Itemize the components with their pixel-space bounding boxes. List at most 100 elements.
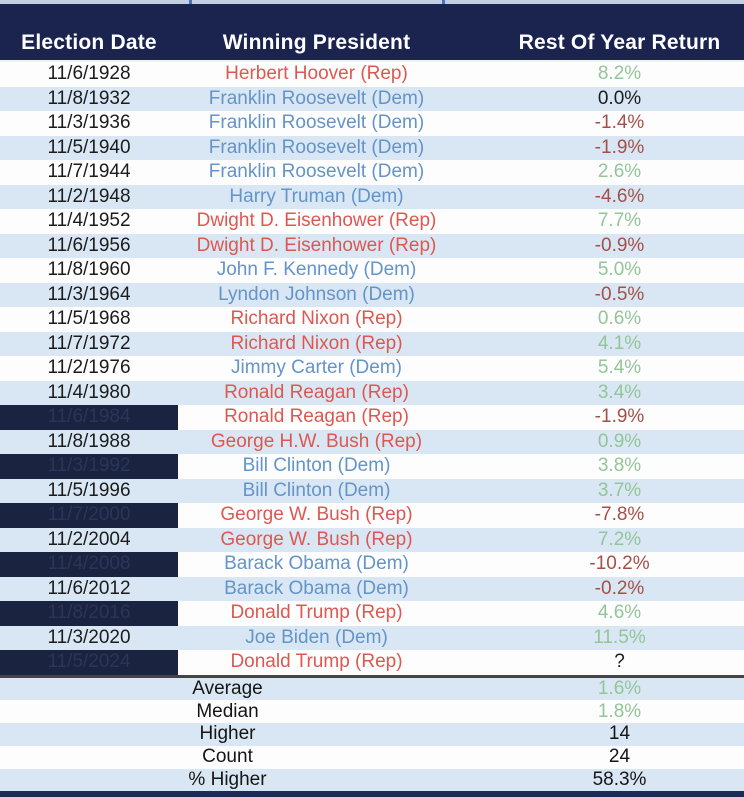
summary-value-cell: 1.8% [455,700,744,723]
election-date-cell: 11/2/2004 [0,528,178,553]
winning-president: Lyndon Johnson (Dem) [218,283,415,305]
election-date-cell: 11/6/2012 [0,577,178,602]
winning-president: Joe Biden (Dem) [245,626,388,648]
election-date: 11/5/1940 [47,136,131,158]
summary-value: 58.3% [592,769,647,791]
redacted-election-date-cell: 11/4/2008 [0,552,178,577]
table-row: 11/4/2008 Barack Obama (Dem) -10.2% [0,552,744,577]
election-date-cell: 11/7/1972 [0,332,178,357]
winning-president: George W. Bush (Rep) [220,528,413,550]
redacted-election-date-cell: 11/3/1992 [0,454,178,479]
table-row: 11/3/2020 Joe Biden (Dem) 11.5% [0,625,744,651]
table-row: 11/4/1980 Ronald Reagan (Rep) 3.4% [0,380,744,406]
election-date-cell: 11/8/1932 [0,87,178,112]
top-strip [0,0,744,4]
election-date-cell: 11/5/1996 [0,479,178,504]
table-row: 11/3/1992 Bill Clinton (Dem) 3.8% [0,454,744,479]
summary-label-cell: Higher [0,723,455,746]
rest-of-year-return-cell: 3.8% [455,454,744,479]
winning-president-cell: Franklin Roosevelt (Dem) [178,160,455,185]
winning-president-cell: Bill Clinton (Dem) [178,479,455,504]
table-header-row: Election Date Winning President Rest Of … [0,4,744,62]
column-header-winning-president: Winning President [222,31,411,54]
rest-of-year-return: 3.8% [597,455,642,477]
rest-of-year-return: -1.9% [594,136,645,158]
winning-president: Jimmy Carter (Dem) [231,357,402,379]
rest-of-year-return: 4.6% [597,602,642,624]
election-date-cell: 11/8/1988 [0,430,178,455]
table-row: 11/7/1944 Franklin Roosevelt (Dem) 2.6% [0,160,744,185]
rest-of-year-return-cell: -0.9% [455,234,744,259]
election-date: 11/8/2016 [47,602,131,624]
summary-row: Count 24 [0,745,744,769]
winning-president: Donald Trump (Rep) [230,651,403,673]
rest-of-year-return: 5.4% [597,357,642,379]
winning-president: Harry Truman (Dem) [229,185,404,207]
redacted-election-date-cell: 11/7/2000 [0,503,178,528]
table-row: 11/6/1956 Dwight D. Eisenhower (Rep) -0.… [0,233,744,259]
election-date-cell: 11/3/1964 [0,283,178,308]
table-row: 11/2/2004 George W. Bush (Rep) 7.2% [0,527,744,553]
summary-label-cell: % Higher [0,769,455,792]
election-date-cell: 11/6/1956 [0,234,178,259]
rest-of-year-return: 3.7% [597,479,642,501]
election-date: 11/5/1996 [47,479,131,501]
winning-president: John F. Kennedy (Dem) [216,259,417,281]
rest-of-year-return-cell: 5.4% [455,356,744,381]
column-header-election-date: Election Date [21,31,157,54]
rest-of-year-return-cell: -1.9% [455,136,744,161]
summary-row: Higher 14 [0,723,744,746]
winning-president-cell: Joe Biden (Dem) [178,626,455,651]
winning-president-cell: Richard Nixon (Rep) [178,307,455,332]
winning-president: Dwight D. Eisenhower (Rep) [196,210,437,232]
redacted-election-date-cell: 11/5/2024 [0,650,178,675]
summary-value: 24 [608,746,631,768]
table-row: 11/2/1948 Harry Truman (Dem) -4.6% [0,184,744,209]
rest-of-year-return: 3.4% [597,381,642,403]
table-row: 11/3/1964 Lyndon Johnson (Dem) -0.5% [0,282,744,308]
election-date: 11/3/1964 [47,283,131,305]
election-date: 11/6/1928 [47,63,131,85]
summary-label: Median [196,700,259,722]
table-row: 11/6/2012 Barack Obama (Dem) -0.2% [0,576,744,602]
election-date-cell: 11/3/2020 [0,626,178,651]
winning-president-cell: Dwight D. Eisenhower (Rep) [178,209,455,234]
winning-president-cell: George W. Bush (Rep) [178,503,455,528]
summary-label: Average [192,677,263,699]
winning-president: George W. Bush (Rep) [220,504,413,526]
election-date: 11/4/1952 [47,210,131,232]
table-row: 11/4/1952 Dwight D. Eisenhower (Rep) 7.7… [0,209,744,234]
rest-of-year-return: -7.8% [594,504,645,526]
redacted-election-date-cell: 11/6/1984 [0,405,178,430]
winning-president-cell: Franklin Roosevelt (Dem) [178,136,455,161]
rest-of-year-return-cell: 0.0% [455,87,744,112]
winning-president-cell: Barack Obama (Dem) [178,577,455,602]
summary-label: Count [202,746,253,768]
rest-of-year-return: -1.9% [594,406,645,428]
rest-of-year-return: 0.0% [597,87,642,109]
table-row: 11/5/1996 Bill Clinton (Dem) 3.7% [0,478,744,504]
rest-of-year-return: 8.2% [597,63,642,85]
rest-of-year-return-cell: 0.6% [455,307,744,332]
rest-of-year-return: -1.4% [594,112,645,134]
election-date: 11/3/1992 [47,455,131,477]
winning-president-cell: Franklin Roosevelt (Dem) [178,111,455,136]
rest-of-year-return: 5.0% [597,259,642,281]
winning-president: Herbert Hoover (Rep) [225,63,408,85]
winning-president-cell: George H.W. Bush (Rep) [178,430,455,455]
rest-of-year-return: ? [614,651,625,673]
table-row: 11/8/1988 George H.W. Bush (Rep) 0.9% [0,429,744,455]
winning-president: Dwight D. Eisenhower (Rep) [196,234,437,256]
rest-of-year-return-cell: 3.7% [455,479,744,504]
rest-of-year-return-cell: 7.7% [455,209,744,234]
redacted-election-date-cell: 11/8/2016 [0,601,178,626]
rest-of-year-return: -10.2% [589,553,650,575]
rest-of-year-return-cell: 3.4% [455,381,744,406]
column-divider-tick [189,0,192,4]
summary-row: % Higher 58.3% [0,768,744,792]
election-date: 11/7/1972 [47,332,131,354]
election-date-cell: 11/4/1980 [0,381,178,406]
election-date: 11/2/1948 [47,185,131,207]
winning-president: Bill Clinton (Dem) [242,479,391,501]
election-date-cell: 11/8/1960 [0,258,178,283]
